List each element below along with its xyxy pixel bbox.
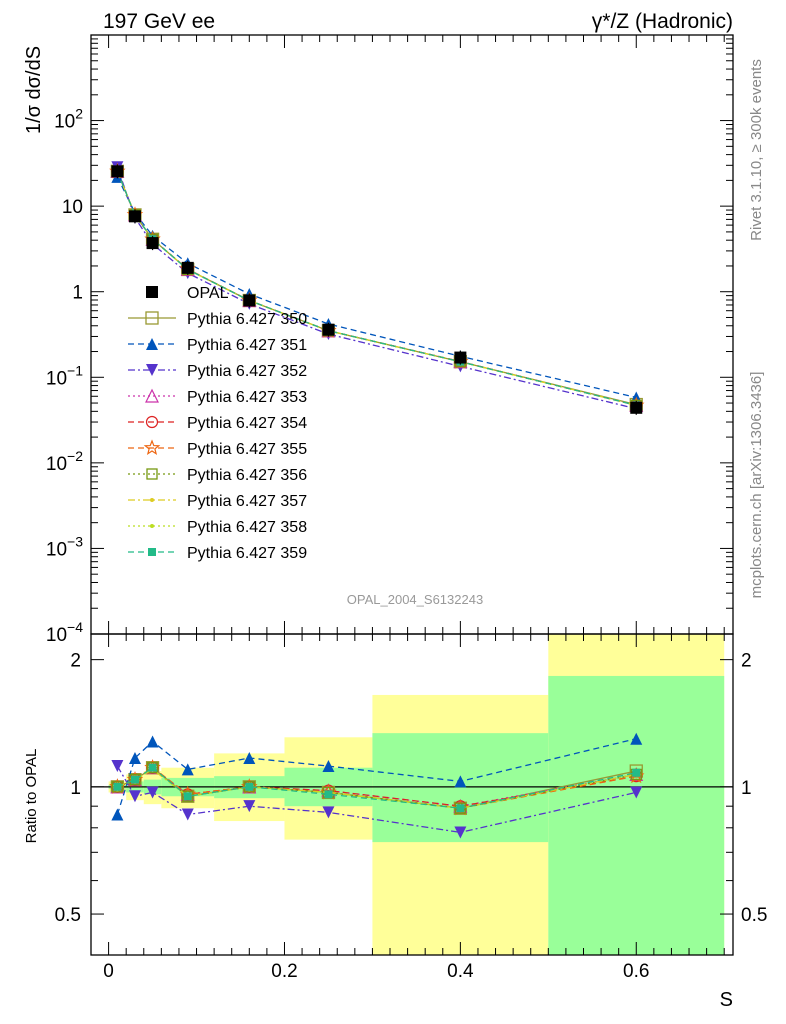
ratio-line-p358 [117,768,637,809]
main-panel [109,161,645,415]
legend-label-p357: Pythia 6.427 357 [187,493,307,510]
analysis-tag: OPAL_2004_S6132243 [347,592,483,607]
data-point-4 [181,261,194,274]
legend: OPAL Pythia 6.427 350 Pythia 6.427 351 Pyth… [128,285,307,562]
legend-label-p355: Pythia 6.427 355 [187,441,307,458]
legend-marker-p359 [148,548,156,556]
ratio-panel [91,732,733,839]
ratio-point-p351-7 [454,775,467,788]
ratio-point-p352-3 [146,786,159,799]
main-line-p352 [116,166,637,410]
ratio-point-p350-4 [181,789,195,803]
legend-marker-p358 [150,524,154,528]
ratio-point-p351-8 [630,732,643,745]
legend-label-p352: Pythia 6.427 352 [187,363,307,380]
main-y-axis-label: 1/σ dσ/dS [23,46,45,134]
ratio-point-p352-7 [454,826,467,839]
main-y-tick-label: 1 [72,283,83,304]
data-point-7 [454,351,467,364]
main-y-tick-label: 10−1 [46,362,83,389]
data-point-5 [243,294,256,307]
ratio-y-tick-label-right: 0.5 [741,905,767,926]
x-tick-label: 0.2 [271,961,297,982]
legend-marker-p354 [145,415,159,429]
x-axis-label: S [720,989,733,1011]
ratio-point-p352-5 [243,800,256,813]
legend-marker-opal [146,286,158,298]
ratio-line-p352 [116,765,637,834]
x-tick-label: 0 [103,961,114,982]
legend-marker-p350 [145,311,159,325]
ratio-y-tick-label: 0.5 [55,905,81,926]
ratio-point-p351-3 [146,735,159,748]
ratio-point-p359-6 [324,790,333,799]
legend-marker-p357 [150,498,154,502]
ratio-point-p351-2 [128,752,141,765]
data-point-8 [630,401,643,414]
ratio-point-p352-2 [128,790,141,803]
legend-label-p351: Pythia 6.427 351 [187,337,307,354]
legend-label-p353: Pythia 6.427 353 [187,389,307,406]
data-point-1 [111,165,124,178]
ratio-point-p356-3 [146,762,159,774]
ratio-y-tick-label: 2 [70,651,81,672]
ratio-point-p352-6 [322,806,335,819]
ratio-point-p359-5 [245,782,254,791]
legend-label-opal: OPAL [187,285,229,302]
legend-label-p359: Pythia 6.427 359 [187,545,307,562]
main-y-tick-label: 10−4 [46,619,83,646]
ratio-y-tick-label-right: 2 [741,651,752,672]
main-y-tick-label: 102 [54,106,83,133]
mcplots-label: mcplots.cern.ch [arXiv:1306.3436] [748,372,765,599]
ratio-point-p351-6 [322,760,335,773]
ratio-point-p351-5 [243,752,256,765]
ratio-point-p359-3 [148,763,157,772]
title-right: γ*/Z (Hadronic) [592,10,733,33]
title-left: 197 GeV ee [103,10,215,33]
ratio-line-p351 [116,738,637,815]
ratio-point-p350-8 [629,764,643,778]
ratio-point-p359-2 [130,775,139,784]
axes: 10−4 10−3 10−2 10−1 1 10 102 0.5 0.5 1 1 2 2 0 0.2 0.4 0… [46,34,767,982]
legend-label-p358: Pythia 6.427 358 [187,519,307,536]
ratio-point-p359-1 [113,782,122,791]
x-tick-label: 0.4 [447,961,474,982]
stat-uncertainty-band-8 [548,675,725,955]
ratio-point-p359-7 [456,804,465,813]
data-point-2 [128,210,141,223]
x-tick-label: 0.6 [623,961,649,982]
legend-marker-p353 [145,388,159,403]
legend-label-p350: Pythia 6.427 350 [187,311,307,328]
ratio-frame [90,633,734,956]
legend-label-p354: Pythia 6.427 354 [187,415,307,432]
data-point-6 [322,323,335,336]
legend-label-p356: Pythia 6.427 356 [187,467,307,484]
ratio-point-p356-4 [182,790,194,802]
main-y-tick-label: 10 [62,197,83,218]
legend-marker-p356 [146,468,158,480]
ratio-point-p351-4 [181,763,194,776]
ratio-point-p352-4 [181,808,194,821]
main-y-tick-label: 10−3 [46,533,83,560]
ratio-point-p352-1 [111,760,124,773]
ratio-point-p359-4 [183,792,192,801]
rivet-version-label: Rivet 3.1.10, ≥ 300k events [748,59,765,241]
ratio-point-p359-8 [632,768,641,777]
ratio-point-p351-1 [111,808,124,821]
legend-marker-p352 [146,364,158,376]
ratio-point-p356-1 [111,781,124,793]
legend-marker-p351 [146,338,158,350]
ratio-line-p356 [117,766,637,809]
ratio-point-p352-8 [630,786,643,799]
main-line-p353 [116,170,637,406]
data-point-3 [146,237,159,250]
ratio-point-p356-2 [129,774,141,786]
stat-uncertainty-band-7 [372,733,549,843]
main-y-tick-label: 10−2 [46,448,83,475]
legend-marker-p355 [143,439,161,456]
ratio-y-tick-label-right: 1 [741,778,752,799]
ratio-y-axis-label: Ratio to OPAL [23,749,40,844]
ratio-y-tick-label: 1 [70,778,81,799]
